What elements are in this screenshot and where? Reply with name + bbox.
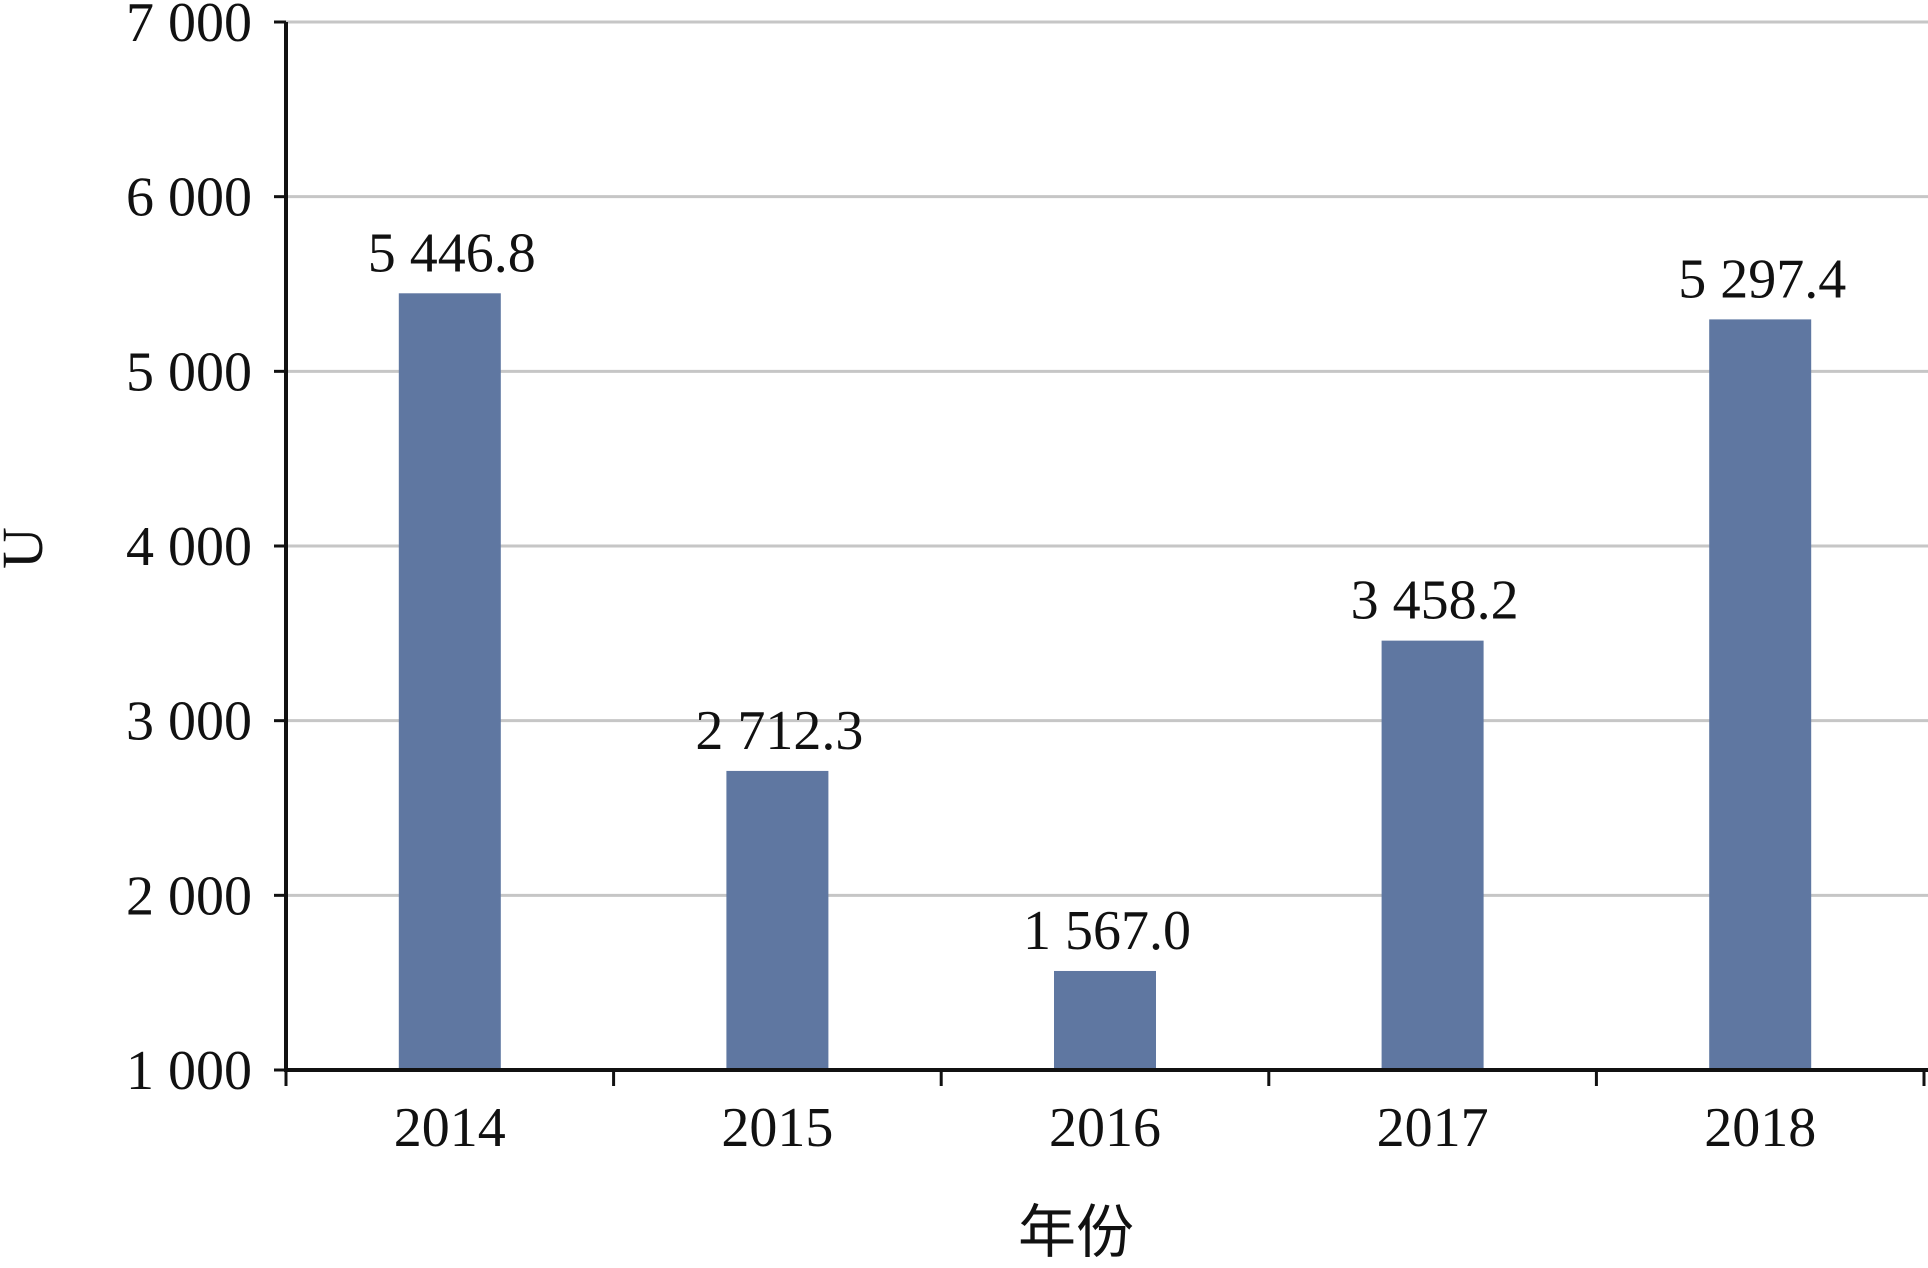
x-tick-label: 2018 (1704, 1097, 1816, 1159)
data-label-2017: 3 458.2 (1351, 570, 1519, 632)
y-tick-labels: 1 000 2 000 3 000 4 000 5 000 6 000 7 000 (126, 0, 252, 1102)
y-tick-label: 3 000 (126, 691, 252, 753)
x-axis-title: 年份 (1018, 1200, 1134, 1265)
x-tick-label: 2017 (1377, 1097, 1489, 1159)
x-tick-labels: 2014 2015 2016 2017 2018 (394, 1097, 1816, 1159)
axes (274, 20, 1928, 1086)
y-tick-label: 7 000 (126, 0, 252, 54)
gridlines (286, 20, 1928, 897)
data-labels: 5 446.8 2 712.3 1 567.0 3 458.2 5 297.4 (368, 222, 1846, 962)
data-label-2015: 2 712.3 (695, 700, 863, 762)
y-tick-label: 5 000 (126, 341, 252, 403)
bar-2015 (726, 770, 829, 1070)
bar-2018 (1709, 319, 1812, 1071)
bar-2016 (1054, 970, 1156, 1070)
x-tick-label: 2014 (394, 1097, 506, 1159)
data-label-2018: 5 297.4 (1678, 248, 1846, 310)
x-tick-label: 2016 (1049, 1097, 1161, 1159)
data-label-2016: 1 567.0 (1023, 900, 1191, 962)
bars (398, 293, 1812, 1071)
y-tick-label: 2 000 (126, 865, 252, 927)
bar-2014 (398, 293, 501, 1071)
y-tick-label: 1 000 (126, 1040, 252, 1102)
x-tick-label: 2015 (721, 1097, 833, 1159)
bar-2017 (1381, 640, 1484, 1070)
y-tick-label: 4 000 (126, 516, 252, 578)
data-label-2014: 5 446.8 (368, 222, 536, 284)
y-axis-title: U (0, 527, 55, 569)
y-tick-label: 6 000 (126, 167, 252, 229)
